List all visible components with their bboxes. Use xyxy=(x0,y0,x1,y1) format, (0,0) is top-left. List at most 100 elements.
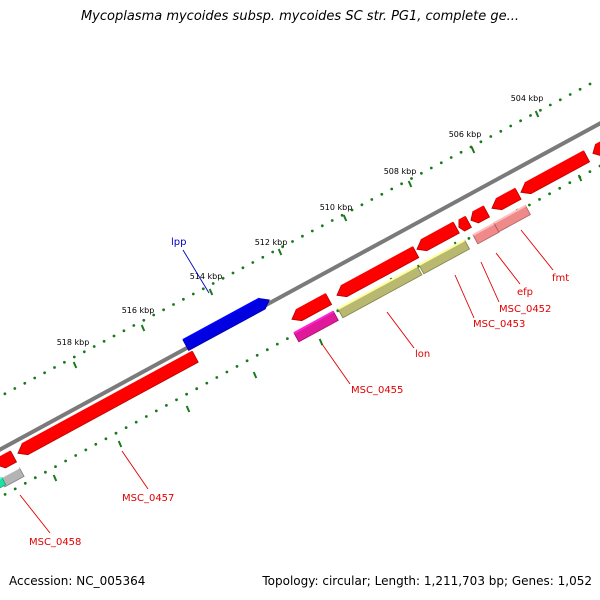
major-tick xyxy=(470,146,476,154)
gene-arrow-highlight xyxy=(458,215,467,222)
gene-leader-efp xyxy=(495,252,521,285)
gene-arrow-highlight xyxy=(420,221,454,242)
major-tick xyxy=(318,338,324,346)
gene-arrow-MSC_0453-highlight xyxy=(418,239,466,266)
gene-arrow-highlight xyxy=(0,450,12,459)
gene-arrow-MSC_0455-highlight xyxy=(293,310,334,334)
gene-label-MSC_0458[interactable]: MSC_0458 xyxy=(29,537,81,548)
scale-dot-inner xyxy=(104,437,108,441)
gene-arrow-MSC_0457 xyxy=(17,351,199,456)
major-tick xyxy=(407,180,413,188)
scale-dot-outer xyxy=(479,140,483,144)
scale-label: 514 kbp xyxy=(190,272,223,281)
scale-dot-outer xyxy=(33,376,37,380)
major-tick xyxy=(117,440,123,448)
scale-dot-outer xyxy=(320,224,324,228)
scale-dot-inner xyxy=(134,420,138,424)
backbone-line xyxy=(0,121,600,452)
scale-dot-outer xyxy=(132,324,136,327)
scale-dot-inner xyxy=(225,370,229,374)
scale-dot-inner xyxy=(154,409,158,413)
gene-arrow xyxy=(592,142,600,156)
scale-label: 518 kbp xyxy=(57,338,90,347)
scale-dot-outer xyxy=(548,103,552,107)
scale-dot-inner xyxy=(548,192,551,196)
gene-leader-MSC_0457 xyxy=(121,450,149,490)
scale-dot-outer xyxy=(558,98,562,102)
gene-label-efp[interactable]: efp xyxy=(517,287,533,298)
gene-arrow-lpp xyxy=(182,298,270,352)
scale-dot-inner xyxy=(84,448,88,452)
scale-dot-outer xyxy=(489,135,493,138)
scale-label: 506 kbp xyxy=(449,130,482,139)
scale-dot-outer xyxy=(509,124,513,128)
gene-label-lpp[interactable]: lpp xyxy=(171,237,186,248)
scale-dot-inner xyxy=(23,481,27,485)
gene-arrow-lon-highlight xyxy=(337,265,418,310)
scale-dot-outer xyxy=(53,366,56,369)
scale-dot-inner xyxy=(467,237,471,240)
scale-dot-outer xyxy=(519,119,522,123)
scale-dot-outer xyxy=(370,198,374,201)
gene-leader-MSC_0455 xyxy=(321,343,351,385)
gene-arrow-highlight xyxy=(495,187,516,201)
scale-dot-inner xyxy=(275,342,279,346)
scale-dot-outer xyxy=(529,114,532,117)
scale-dot-inner xyxy=(215,376,219,379)
scale-dot-outer xyxy=(310,229,314,233)
scale-dot-inner xyxy=(94,442,98,446)
scale-dot-outer xyxy=(340,213,344,217)
scale-dot-outer xyxy=(390,187,394,191)
major-tick xyxy=(185,405,191,413)
major-tick xyxy=(52,474,58,482)
scale-dot-outer xyxy=(92,345,96,348)
scale-dot-inner xyxy=(114,431,118,435)
major-tick xyxy=(534,110,540,118)
gene-leader-fmt xyxy=(520,229,554,271)
map-title: Mycoplasma mycoides subsp. mycoides SC s… xyxy=(80,9,520,24)
gene-label-MSC_0453[interactable]: MSC_0453 xyxy=(473,319,525,330)
scale-dot-inner xyxy=(74,454,78,457)
scale-dot-outer xyxy=(449,156,453,159)
gene-label-MSC_0457[interactable]: MSC_0457 xyxy=(122,493,174,504)
gene-label-lon[interactable]: lon xyxy=(415,349,430,360)
scale-dot-inner xyxy=(528,203,531,207)
scale-dot-outer xyxy=(241,266,245,270)
scale-dot-outer xyxy=(271,250,275,254)
gene-arrow-highlight xyxy=(340,246,414,288)
scale-dot-outer xyxy=(43,371,46,375)
scale-dot-outer xyxy=(588,82,592,86)
scale-dot-inner xyxy=(124,426,128,429)
gene-arrow xyxy=(520,150,591,195)
scale-dot-inner xyxy=(185,392,189,396)
scale-dot-outer xyxy=(281,245,284,249)
scale-dot-outer xyxy=(231,271,235,275)
gene-arrow-highlight xyxy=(295,293,327,312)
scale-dot-outer xyxy=(182,297,185,301)
scale-label: 516 kbp xyxy=(122,306,155,315)
scale-dot-outer xyxy=(400,182,403,186)
gene-label-MSC_0455[interactable]: MSC_0455 xyxy=(351,385,403,396)
scale-dot-inner xyxy=(245,359,249,363)
major-tick xyxy=(72,361,78,369)
gene-arrow-highlight xyxy=(524,150,585,185)
scale-dot-inner xyxy=(568,181,572,185)
scale-dot-outer xyxy=(102,339,106,343)
major-tick xyxy=(140,324,146,332)
scale-dot-inner xyxy=(54,465,57,468)
gene-label-MSC_0452[interactable]: MSC_0452 xyxy=(499,304,551,315)
scale-dot-outer xyxy=(499,129,503,133)
scale-label: 504 kbp xyxy=(511,94,544,103)
scale-dot-inner xyxy=(13,487,17,491)
scale-dot-outer xyxy=(221,276,225,280)
scale-dot-outer xyxy=(568,93,572,96)
scale-dot-outer xyxy=(211,282,215,285)
scale-dot-outer xyxy=(350,208,354,212)
gene-label-fmt[interactable]: fmt xyxy=(552,273,569,284)
scale-dot-inner xyxy=(265,348,269,352)
gene-leader-lon xyxy=(386,311,415,349)
major-tick xyxy=(342,214,348,222)
scale-dot-outer xyxy=(162,308,166,312)
scale-dot-inner xyxy=(165,404,168,407)
